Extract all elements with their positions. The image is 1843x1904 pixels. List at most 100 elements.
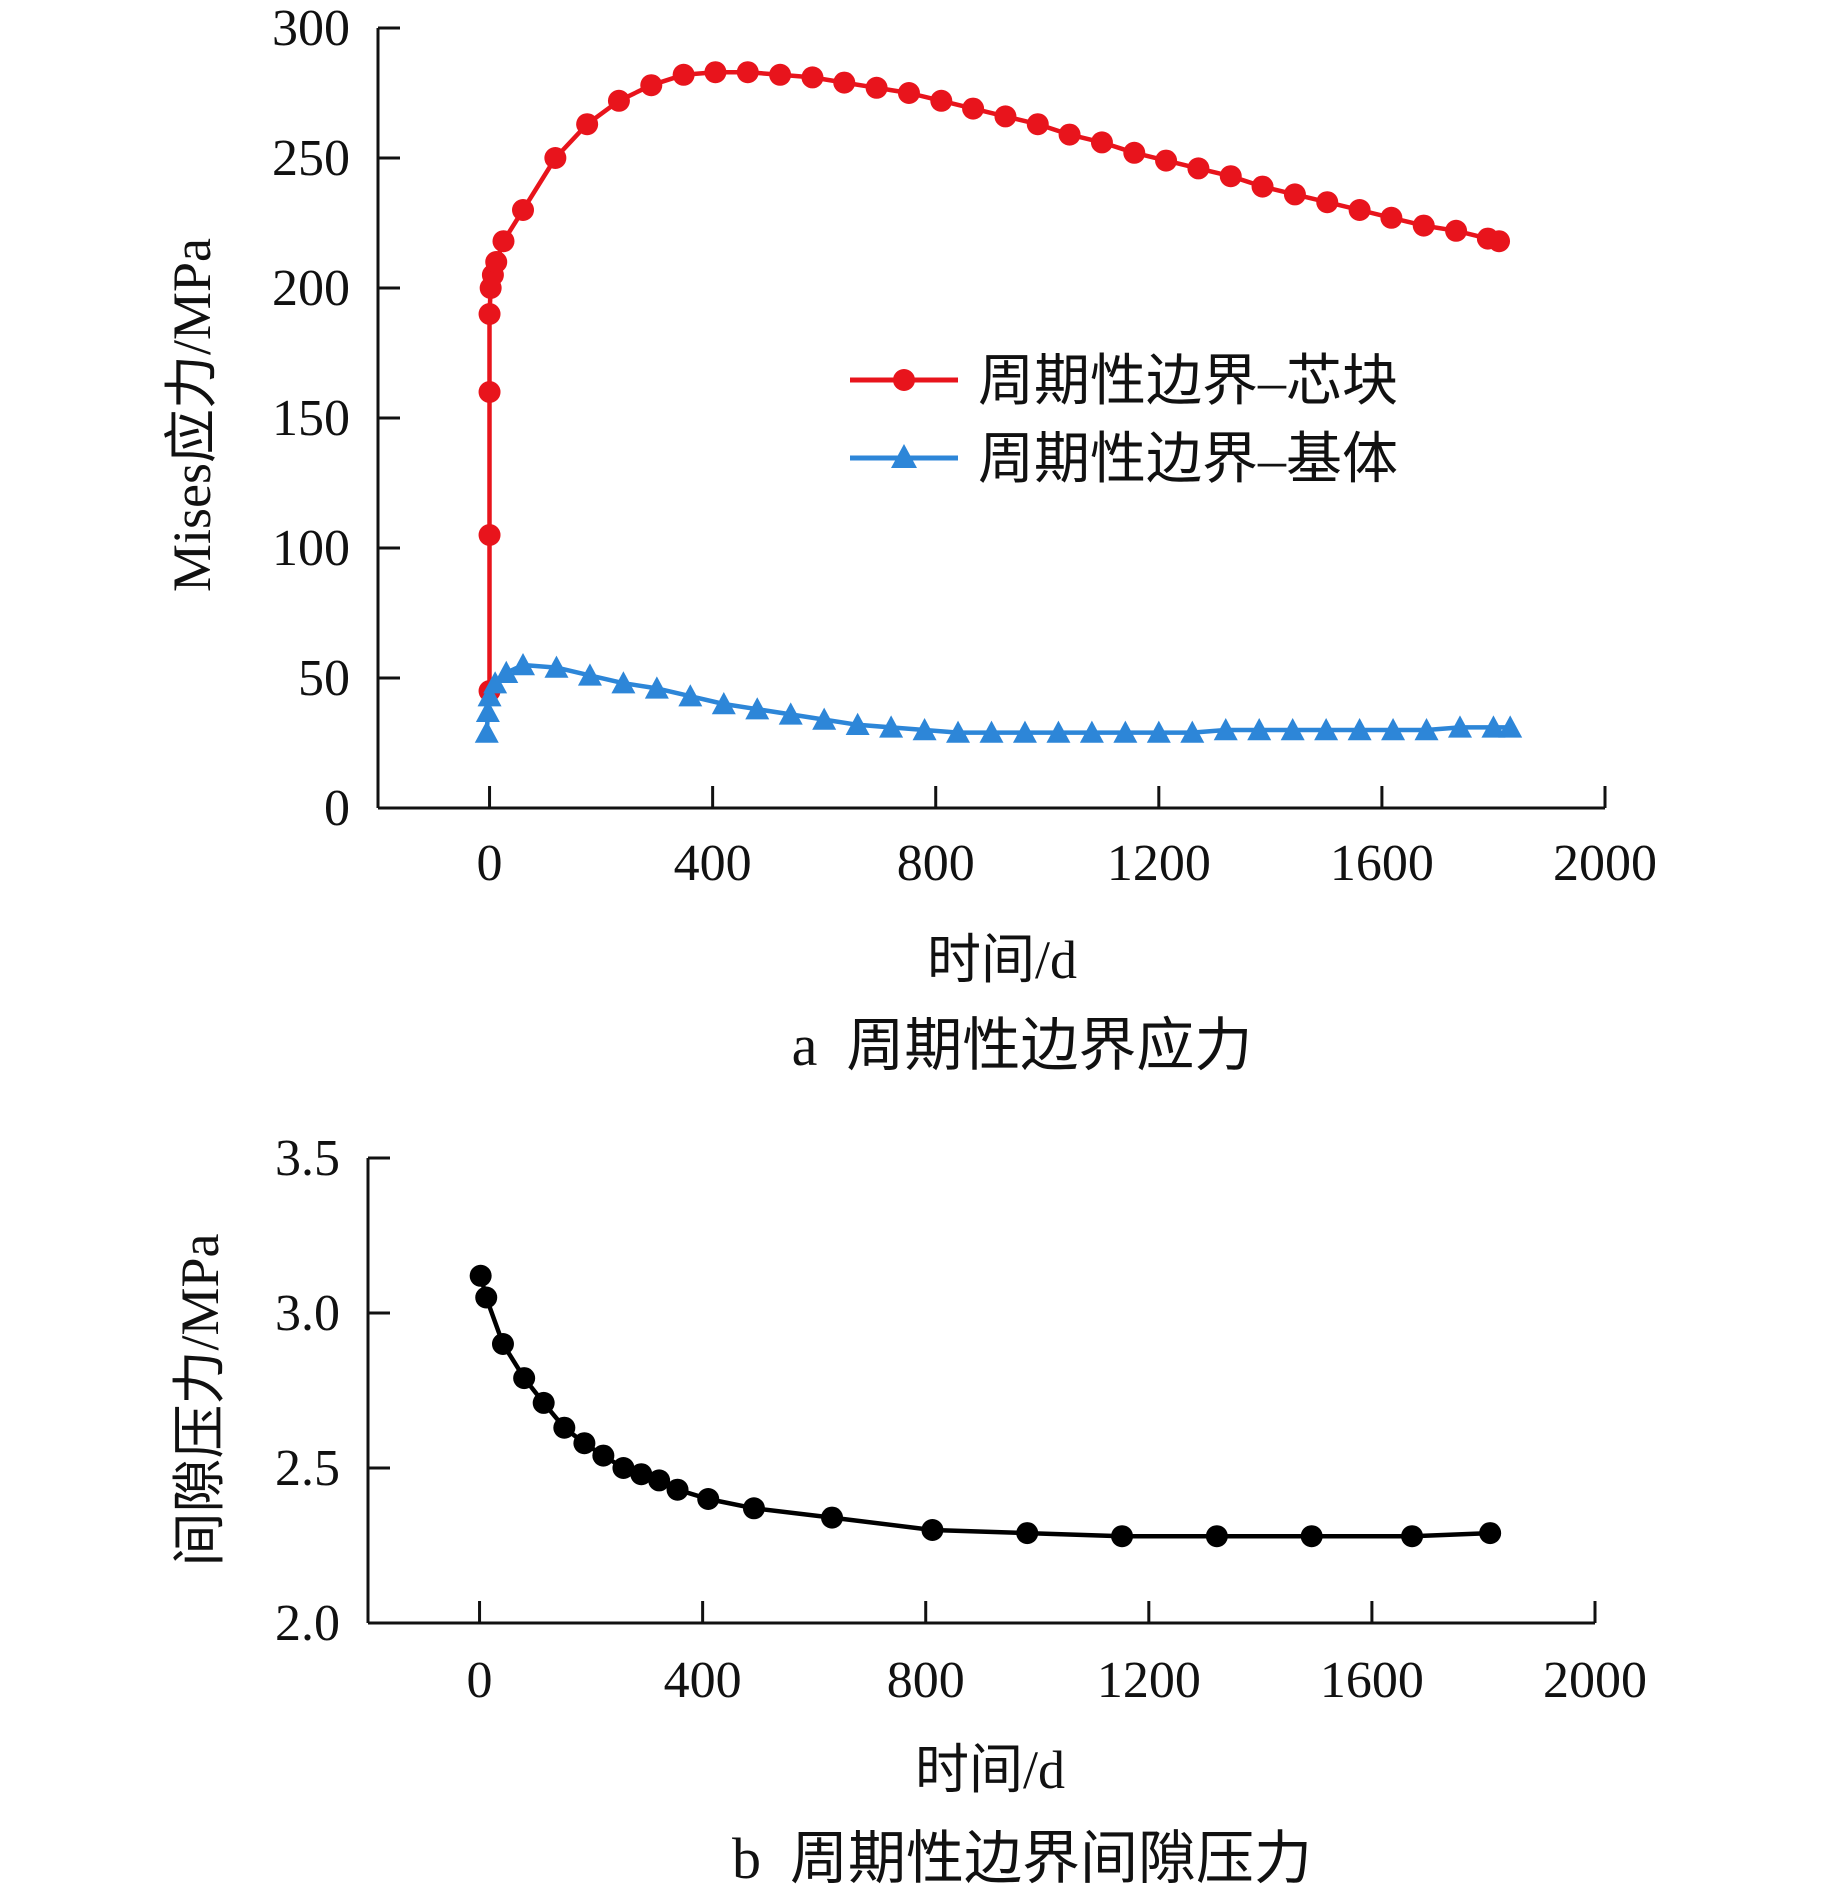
data-point [475, 699, 500, 722]
y-tick-label: 300 [272, 0, 350, 57]
data-point [1046, 720, 1071, 743]
data-point [485, 251, 508, 273]
series-1 [478, 61, 1511, 702]
panel-a-axes [376, 28, 1605, 810]
data-point [469, 1264, 492, 1287]
data-point [611, 671, 636, 694]
data-point [474, 720, 499, 743]
x-tick-label: 400 [664, 1652, 742, 1709]
data-point [648, 1469, 671, 1492]
data-point [1090, 131, 1113, 154]
data-point [821, 1506, 844, 1529]
data-point [769, 63, 792, 86]
data-point [711, 692, 736, 715]
y-tick-label: 200 [272, 260, 350, 317]
panel-b-gap-pressure-chart: 0 400 800 1200 1600 2000 2.0 2.5 3.0 3.5 时间/d 间隙… [170, 1130, 1647, 1891]
data-point [511, 653, 536, 676]
data-point [630, 1463, 653, 1486]
panel-b-caption: b 周期性边界间隙压力 [732, 1826, 1312, 1891]
data-point [1347, 718, 1372, 741]
data-point [494, 660, 519, 683]
data-point [1479, 1522, 1502, 1545]
x-tick-label: 0 [467, 1652, 493, 1709]
data-point [1412, 214, 1435, 237]
data-point [612, 1457, 635, 1479]
x-tick-label: 2000 [1543, 1652, 1647, 1709]
data-point [1219, 165, 1242, 188]
data-point [478, 381, 501, 403]
y-tick-label: 3.0 [275, 1285, 340, 1342]
panel-b-x-ticks: 0 400 800 1200 1600 2000 [467, 1601, 1647, 1709]
data-point [1348, 199, 1371, 221]
panel-a-x-axis-label: 时间/d [927, 930, 1077, 990]
data-point [512, 199, 535, 221]
data-point [532, 1391, 555, 1414]
y-tick-label: 2.0 [275, 1595, 340, 1652]
x-tick-label: 1600 [1330, 835, 1434, 892]
data-point [979, 720, 1004, 743]
data-point [1280, 718, 1305, 741]
data-point [865, 76, 888, 99]
x-tick-label: 2000 [1553, 835, 1657, 892]
panel-a-caption: a 周期性边界应力 [792, 1013, 1253, 1078]
panel-b-y-axis-label: 间隙压力/MPa [170, 1233, 230, 1566]
data-point [745, 697, 770, 720]
data-point [1180, 720, 1205, 743]
y-tick-label: 3.5 [275, 1130, 340, 1187]
data-point [576, 113, 599, 136]
data-point [1381, 718, 1406, 741]
data-point [1283, 183, 1306, 206]
data-point [1113, 720, 1138, 743]
panel-a-x-ticks: 0 400 800 1200 1600 2000 [477, 786, 1657, 892]
series-2 [474, 653, 1523, 743]
data-point [1251, 175, 1274, 198]
data-point [592, 1444, 615, 1467]
data-point [666, 1478, 689, 1501]
x-tick-label: 800 [887, 1652, 965, 1709]
data-point [962, 97, 985, 120]
data-point [994, 105, 1017, 128]
panel-a-stress-chart: 0 400 800 1200 1600 2000 0 50 100 150 200 250 300 时… [162, 0, 1657, 1078]
data-point [475, 1286, 498, 1309]
data-point [678, 684, 703, 707]
data-point [879, 715, 904, 738]
data-point [544, 147, 567, 169]
data-point [736, 61, 759, 84]
data-point [1079, 720, 1104, 743]
data-point [778, 702, 803, 725]
x-tick-label: 800 [897, 835, 975, 892]
data-point [491, 1333, 514, 1355]
y-tick-label: 250 [272, 130, 350, 187]
y-tick-label: 0 [324, 780, 350, 837]
data-point [1300, 1525, 1323, 1548]
x-tick-label: 1200 [1107, 835, 1211, 892]
panel-b-axes [366, 1158, 1595, 1625]
data-point [1498, 715, 1523, 738]
data-point [672, 63, 695, 86]
data-point [1058, 123, 1081, 146]
legend-marker-matrix [891, 444, 917, 468]
panel-a-legend: 周期性边界–芯块 周期性边界–基体 [850, 351, 1398, 491]
legend-marker-pellet [893, 369, 915, 391]
data-point [1481, 715, 1506, 738]
series-line [487, 69, 1500, 691]
data-point [704, 61, 727, 84]
data-point [553, 1416, 576, 1439]
data-point [946, 720, 971, 743]
data-point [1205, 1525, 1228, 1548]
data-point [1247, 718, 1272, 741]
data-point [742, 1497, 765, 1520]
data-point [1316, 191, 1339, 214]
data-point [478, 303, 501, 325]
data-point [1155, 149, 1178, 172]
data-point [1314, 718, 1339, 741]
data-point [930, 89, 953, 112]
data-point [1012, 720, 1037, 743]
data-point [1447, 715, 1472, 738]
panel-b-y-ticks: 2.0 2.5 3.0 3.5 [275, 1130, 390, 1652]
y-tick-label: 150 [272, 390, 350, 447]
x-tick-label: 400 [674, 835, 752, 892]
data-point [573, 1432, 596, 1455]
legend-label-pellet: 周期性边界–芯块 [978, 351, 1398, 413]
panel-a-series [474, 61, 1523, 743]
